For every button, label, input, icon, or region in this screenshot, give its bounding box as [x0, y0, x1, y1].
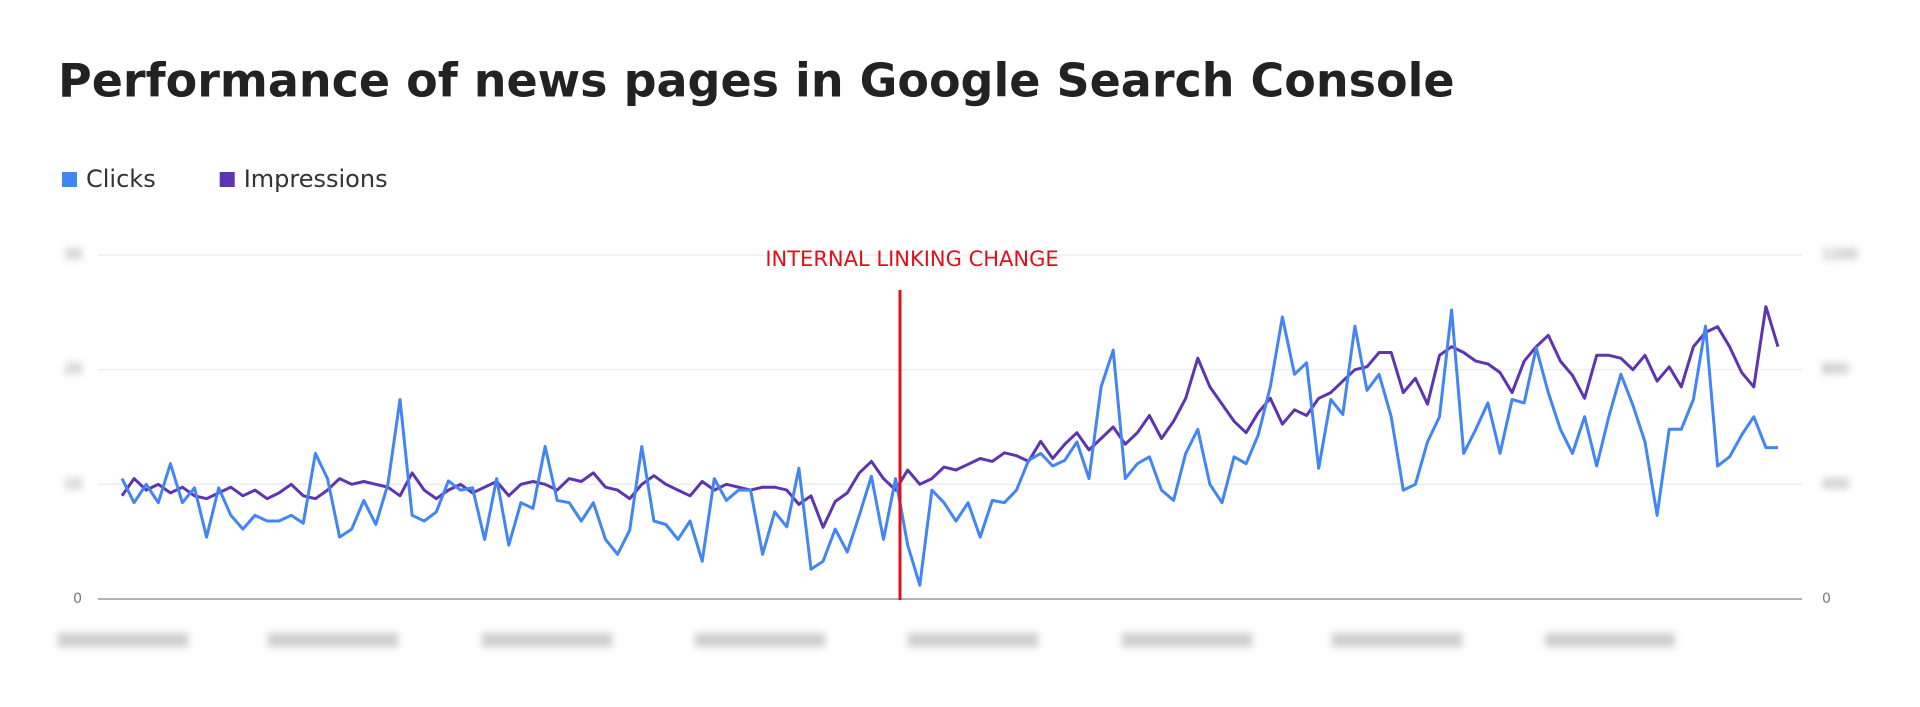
y-tick-label: 0: [73, 591, 82, 607]
y-tick-label: 10: [64, 476, 82, 492]
series-line: [120, 308, 1778, 587]
y2-tick-label: 800: [1822, 362, 1849, 378]
x-tick-label-blurred: [1545, 633, 1675, 647]
x-tick-label-blurred: [908, 633, 1038, 647]
x-tick-label-blurred: [482, 633, 612, 647]
legend-swatch: [62, 172, 77, 187]
x-tick-label-blurred: [58, 633, 188, 647]
y-tick-label: 30: [64, 247, 82, 263]
chart-title: Performance of news pages in Google Sear…: [58, 54, 1455, 108]
legend-label: Clicks: [86, 165, 156, 193]
x-axis-labels: [58, 633, 1675, 647]
x-tick-label-blurred: [1122, 633, 1252, 647]
y2-tick-label: 0: [1822, 591, 1831, 607]
y2-tick-label: 1200: [1822, 247, 1858, 263]
series-line: [120, 305, 1780, 529]
legend-label: Impressions: [244, 165, 388, 193]
x-tick-label-blurred: [1332, 633, 1462, 647]
y-tick-label: 20: [64, 362, 82, 378]
legend-swatch: [219, 172, 235, 187]
x-tick-label-blurred: [268, 633, 398, 647]
y2-tick-label: 400: [1822, 476, 1849, 492]
annotation: INTERNAL LINKING CHANGE: [765, 247, 1058, 271]
x-tick-label-blurred: [695, 633, 825, 647]
